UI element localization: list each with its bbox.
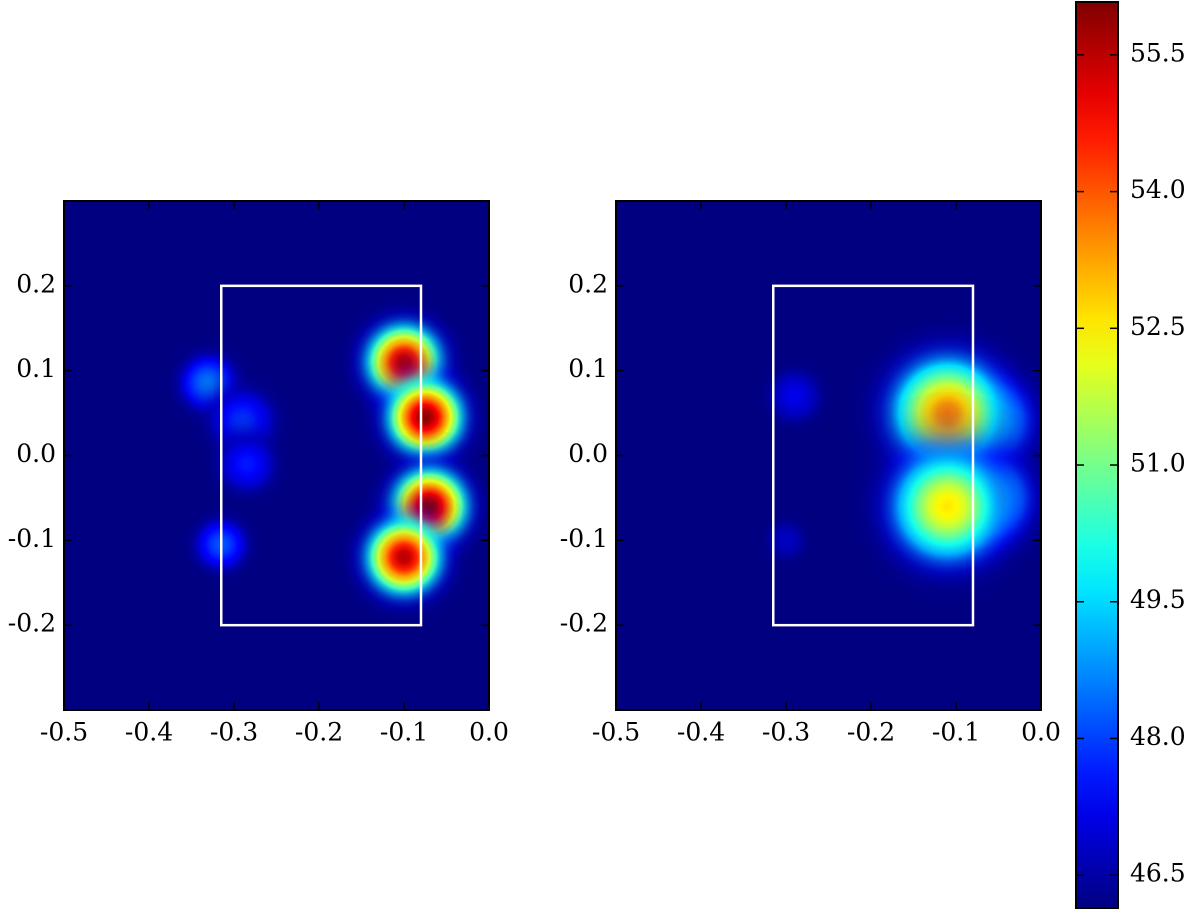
x-tick-label: -0.2 bbox=[295, 718, 343, 747]
y-tick-label: 0.2 bbox=[16, 269, 56, 298]
x-tick-label: -0.3 bbox=[210, 718, 258, 747]
x-tick-label: -0.5 bbox=[592, 718, 640, 747]
colorbar-tick-label: 46.5 bbox=[1130, 859, 1186, 888]
x-tick-label: 0.0 bbox=[469, 718, 509, 747]
y-tick-label: -0.2 bbox=[560, 609, 608, 638]
colorbar bbox=[1075, 1, 1119, 909]
x-tick-label: -0.1 bbox=[932, 718, 980, 747]
heat-blob bbox=[747, 502, 825, 579]
heat-blob bbox=[190, 407, 303, 520]
y-tick-label: -0.1 bbox=[8, 524, 56, 553]
colorbar-tick-label: 49.5 bbox=[1130, 585, 1186, 614]
region-box bbox=[220, 284, 423, 627]
heat-blob bbox=[832, 391, 1041, 621]
x-tick-label: -0.4 bbox=[125, 718, 173, 747]
y-tick-label: 0.1 bbox=[568, 354, 608, 383]
heatmap-field bbox=[743, 298, 1041, 621]
y-tick-label: 0.0 bbox=[568, 439, 608, 468]
heat-blob bbox=[327, 480, 481, 634]
y-tick-label: -0.2 bbox=[8, 609, 56, 638]
x-tick-label: -0.4 bbox=[677, 718, 725, 747]
colorbar-tick-label: 55.5 bbox=[1130, 38, 1186, 67]
y-tick-label: 0.0 bbox=[16, 439, 56, 468]
y-tick-label: 0.1 bbox=[16, 354, 56, 383]
region-box bbox=[772, 284, 975, 627]
colorbar-tick-label: 51.0 bbox=[1130, 449, 1186, 478]
colorbar-tick-label: 52.5 bbox=[1130, 312, 1186, 341]
x-tick-label: -0.1 bbox=[380, 718, 428, 747]
heatmap-field bbox=[152, 285, 489, 634]
colorbar-tick-label: 48.0 bbox=[1130, 722, 1186, 751]
y-tick-label: 0.2 bbox=[568, 269, 608, 298]
x-tick-label: -0.2 bbox=[847, 718, 895, 747]
x-tick-label: -0.3 bbox=[762, 718, 810, 747]
x-tick-label: -0.5 bbox=[40, 718, 88, 747]
colorbar-tick-label: 54.0 bbox=[1130, 175, 1186, 204]
x-tick-label: 0.0 bbox=[1021, 718, 1061, 747]
y-tick-label: -0.1 bbox=[560, 524, 608, 553]
heat-blob bbox=[743, 345, 846, 448]
